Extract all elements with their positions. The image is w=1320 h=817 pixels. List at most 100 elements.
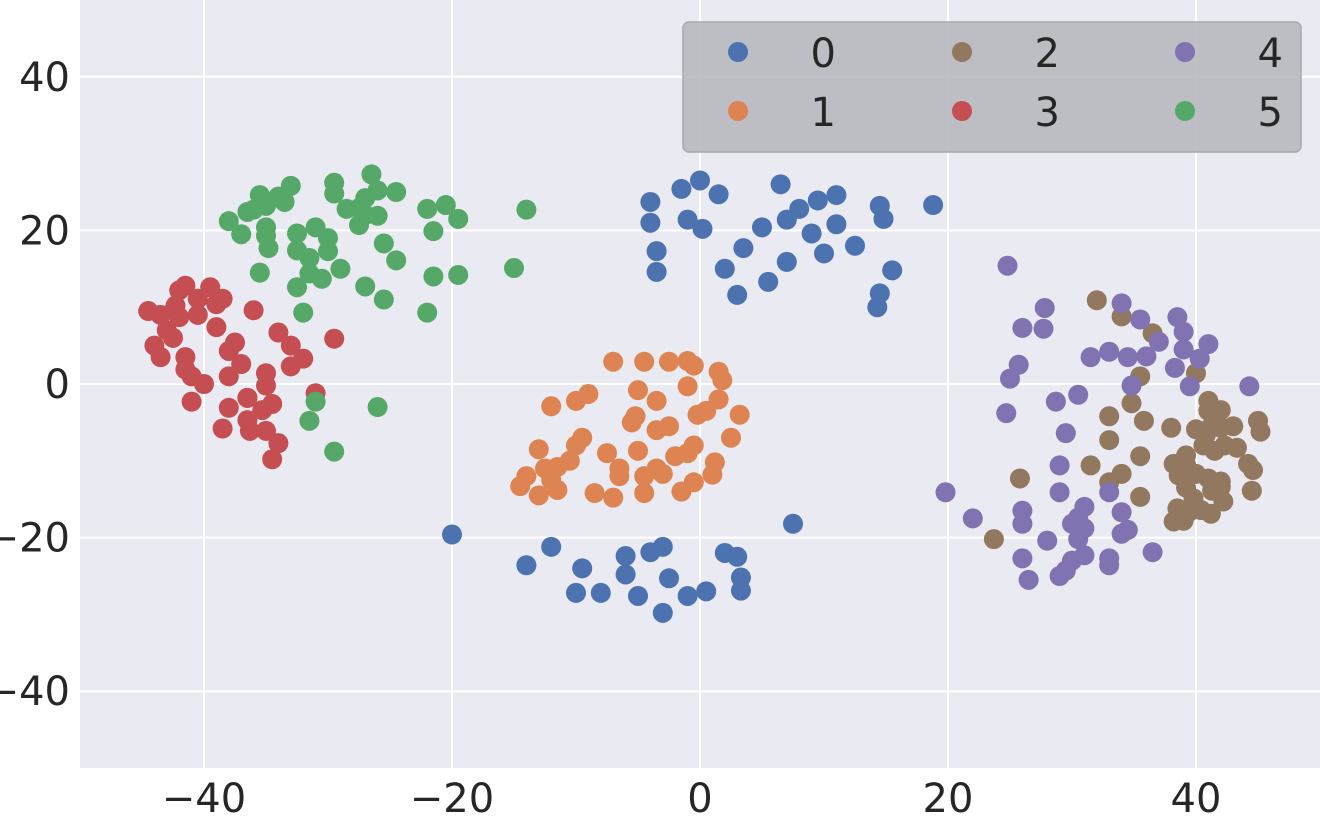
legend-label: 1 <box>811 90 836 136</box>
data-point <box>1086 290 1107 311</box>
data-point <box>256 195 276 216</box>
data-point <box>299 248 320 269</box>
data-point <box>1121 375 1142 396</box>
data-point <box>609 466 630 487</box>
data-point <box>386 250 407 271</box>
data-point <box>845 235 865 256</box>
data-point <box>677 585 698 606</box>
data-point <box>510 476 531 497</box>
data-point <box>448 264 469 285</box>
data-point <box>867 297 888 318</box>
data-point <box>231 354 252 375</box>
data-point <box>194 374 214 394</box>
data-point <box>262 449 283 470</box>
data-point <box>231 224 252 245</box>
x-tick-label: 40 <box>1171 776 1222 817</box>
data-point <box>1133 410 1154 431</box>
data-point <box>603 351 624 372</box>
data-point <box>1111 502 1132 523</box>
data-point <box>1117 519 1138 540</box>
data-point <box>349 215 369 236</box>
legend-label: 0 <box>811 31 836 77</box>
data-point <box>659 351 679 372</box>
data-point <box>280 335 301 356</box>
legend-marker <box>1175 42 1195 62</box>
data-point <box>566 390 586 411</box>
data-point <box>1009 468 1030 489</box>
data-point <box>1080 347 1101 368</box>
data-point <box>287 277 307 298</box>
data-point <box>801 223 822 244</box>
data-point <box>386 182 407 202</box>
legend-label: 3 <box>1035 90 1060 136</box>
series-2 <box>983 290 1271 550</box>
y-tick-label: 20 <box>19 208 70 254</box>
data-point <box>1200 503 1221 524</box>
data-point <box>729 404 750 425</box>
data-point <box>324 328 345 349</box>
data-point <box>1210 400 1231 421</box>
data-point <box>311 268 332 289</box>
data-point <box>1012 548 1033 569</box>
data-point <box>169 307 190 328</box>
data-point <box>1130 446 1151 467</box>
data-point <box>181 391 202 412</box>
y-tick-label: 0 <box>45 362 70 408</box>
data-point <box>504 258 524 279</box>
data-point <box>187 288 208 309</box>
data-point <box>730 580 751 601</box>
data-point <box>696 581 717 602</box>
data-point <box>175 275 196 296</box>
data-point <box>634 466 655 487</box>
x-tick-label: 20 <box>923 776 974 817</box>
data-point <box>435 195 456 216</box>
data-point <box>733 238 754 259</box>
x-tick-labels: −40 −20 0 20 40 <box>162 776 1222 817</box>
data-point <box>597 443 617 464</box>
data-point <box>1121 393 1142 414</box>
data-point <box>256 420 276 441</box>
data-point <box>1018 569 1039 590</box>
data-point <box>752 217 772 238</box>
data-point <box>1068 529 1089 550</box>
data-point <box>714 258 735 279</box>
series-3 <box>138 275 345 470</box>
data-point <box>634 351 655 372</box>
data-point <box>1049 482 1070 503</box>
data-point <box>1080 455 1101 476</box>
data-point <box>1223 416 1244 437</box>
data-point <box>541 396 562 417</box>
data-point <box>727 546 748 567</box>
data-point <box>373 289 394 310</box>
y-tick-label: 40 <box>19 55 70 101</box>
data-point <box>634 483 655 504</box>
y-tick-labels: −40 −20 0 20 40 <box>0 55 70 715</box>
data-point <box>1055 423 1076 444</box>
legend-label: 2 <box>1035 31 1060 77</box>
data-point <box>355 276 376 297</box>
data-point <box>628 585 648 606</box>
data-point <box>996 403 1017 424</box>
data-point <box>541 536 562 557</box>
data-point <box>1117 347 1138 368</box>
data-point <box>721 427 741 448</box>
data-point <box>807 190 828 211</box>
data-point <box>218 397 239 418</box>
data-point <box>646 390 667 411</box>
data-point <box>367 397 388 418</box>
data-point <box>1136 346 1157 367</box>
data-point <box>677 376 698 397</box>
series-4 <box>935 255 1260 590</box>
data-point <box>287 223 307 244</box>
data-point <box>628 440 648 461</box>
data-point <box>572 558 593 579</box>
data-point <box>1164 357 1185 378</box>
data-point <box>826 214 847 235</box>
data-point <box>628 380 648 401</box>
data-point <box>1241 480 1262 501</box>
data-point <box>1226 437 1247 458</box>
legend: 0 1 2 3 4 5 <box>682 21 1302 153</box>
data-point <box>528 439 549 460</box>
data-point <box>1111 293 1132 314</box>
data-point <box>256 375 276 396</box>
